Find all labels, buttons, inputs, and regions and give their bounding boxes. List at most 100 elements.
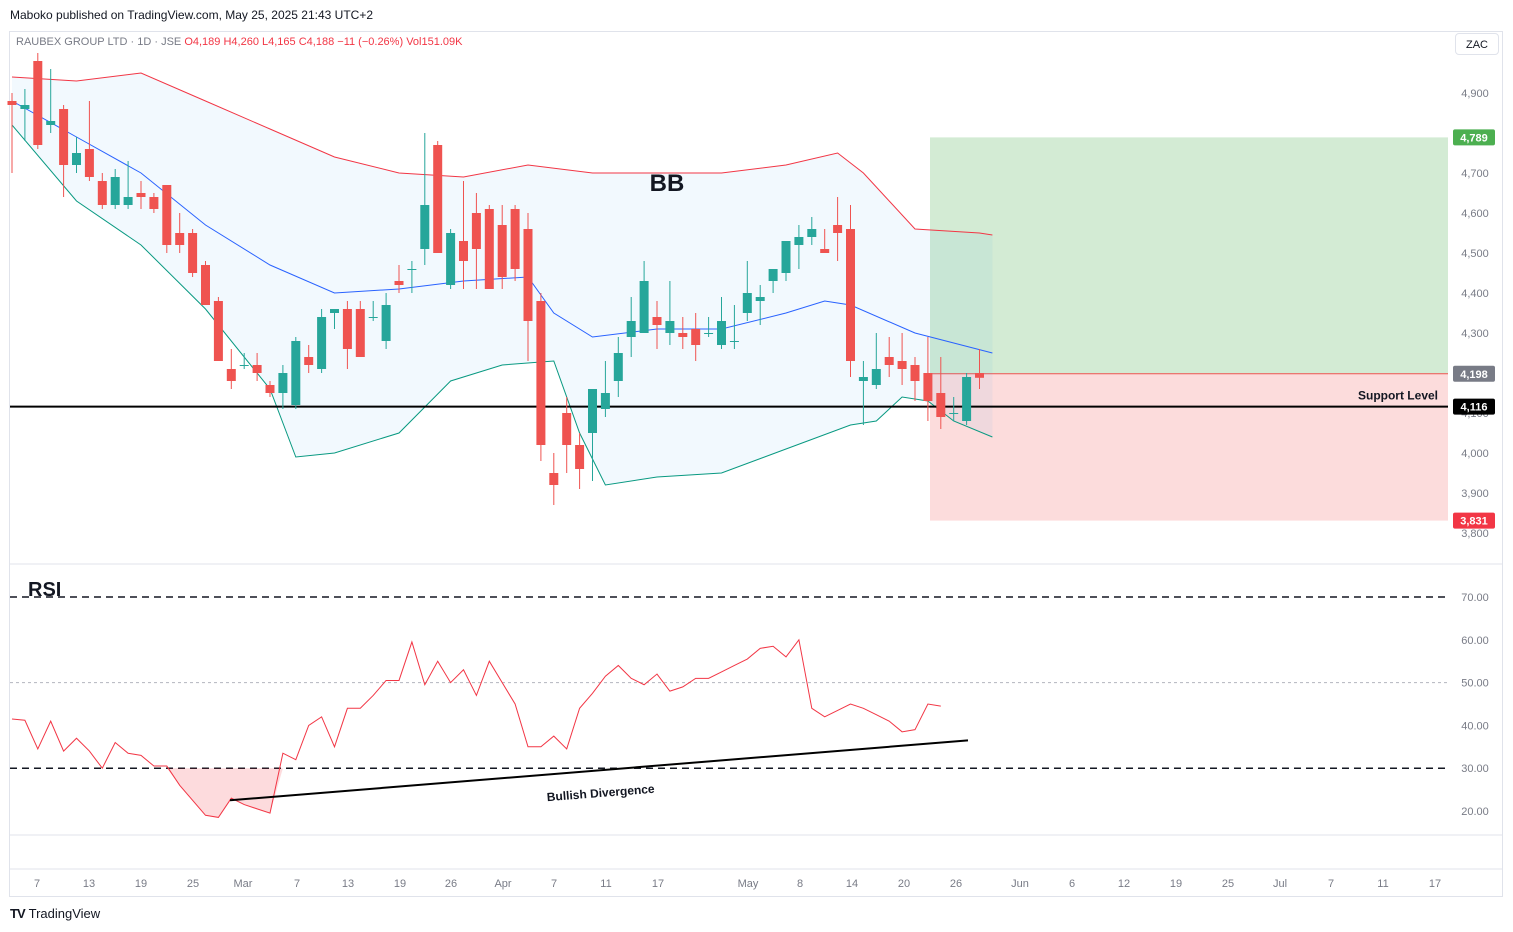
candle-body: [962, 377, 972, 421]
price-tick-label: 4,700: [1461, 168, 1489, 180]
rsi-oversold-fill: [166, 768, 283, 818]
time-tick-label: Mar: [234, 878, 253, 890]
candle-body: [923, 373, 933, 401]
chart-frame: [9, 31, 1503, 897]
candle-body: [858, 377, 868, 381]
candle-body: [794, 237, 804, 245]
candle-body: [213, 301, 223, 361]
candle-body: [549, 473, 559, 485]
candle-body: [330, 309, 339, 313]
candle-body: [433, 145, 443, 253]
symbol-title[interactable]: RAUBEX GROUP LTD · 1D · JSE: [16, 36, 182, 48]
candle-body: [613, 353, 623, 381]
candle-body: [846, 229, 855, 361]
target-price-label-bg: [1453, 129, 1495, 146]
candle-body: [317, 317, 327, 369]
candle-body: [162, 185, 172, 245]
candle-body: [871, 369, 881, 385]
candle-body: [252, 365, 262, 373]
candle-body: [910, 365, 920, 381]
candle-body: [110, 177, 120, 205]
rsi-tick-label: 40.00: [1461, 720, 1489, 732]
candle-body: [897, 361, 907, 369]
time-tick-label: 17: [1429, 878, 1441, 890]
candle-body: [665, 321, 675, 333]
candle-body: [600, 393, 610, 409]
legend-volume: Vol151.09K: [406, 36, 463, 48]
candle-body: [304, 357, 314, 365]
candle-body: [471, 213, 481, 249]
candle-body: [523, 229, 533, 321]
candle-body: [84, 149, 94, 177]
candle-body: [97, 181, 107, 205]
candle-body: [201, 265, 210, 305]
legend-open: O4,189: [184, 36, 221, 48]
time-tick-label: 11: [1377, 878, 1388, 890]
target-zone: [930, 137, 1448, 374]
candle-body: [781, 241, 791, 273]
legend-high: H4,260: [223, 36, 259, 48]
candle-body: [239, 365, 249, 366]
price-tick-label: 4,500: [1461, 248, 1489, 260]
candle-body: [729, 341, 739, 342]
candle-body: [536, 301, 546, 445]
candle-body: [691, 329, 701, 345]
candle-body: [936, 393, 946, 417]
candle-body: [575, 445, 585, 469]
candle-body: [678, 333, 688, 337]
divergence-label: Bullish Divergence: [546, 782, 655, 804]
candle-body: [652, 317, 662, 325]
time-tick-label: 7: [551, 878, 557, 890]
candle-body: [949, 413, 959, 414]
currency-button[interactable]: ZAC: [1455, 33, 1499, 55]
time-tick-label: 19: [135, 878, 147, 890]
time-tick-label: 17: [652, 878, 664, 890]
candle-body: [497, 225, 507, 277]
candle-body: [355, 309, 365, 357]
bollinger-upper-line: [11, 72, 993, 236]
stop-price-label: 3,831: [1460, 516, 1488, 528]
candle-body: [768, 269, 778, 281]
time-tick-label: Jul: [1273, 878, 1287, 890]
candle-body: [420, 205, 430, 249]
publish-info: Maboko published on TradingView.com, May…: [10, 8, 373, 22]
rsi-tick-label: 70.00: [1461, 592, 1489, 604]
candle-body: [188, 233, 198, 273]
candle-body: [755, 297, 765, 301]
rsi-tick-label: 50.00: [1461, 678, 1489, 690]
candle-body: [394, 281, 404, 285]
candle-body: [975, 373, 984, 378]
candle-body: [459, 241, 468, 261]
candle-body: [72, 153, 81, 165]
price-tick-label: 4,900: [1461, 88, 1489, 100]
rsi-tick-label: 60.00: [1461, 635, 1489, 647]
time-tick-label: Apr: [494, 878, 511, 890]
time-tick-label: 19: [1170, 878, 1182, 890]
candle-body: [717, 321, 726, 345]
candle-body: [562, 413, 572, 445]
stop-zone: [930, 373, 1448, 521]
candle-body: [33, 61, 43, 145]
candle-body: [368, 317, 378, 318]
rsi-title: RSI: [28, 579, 61, 601]
legend-low: L4,165: [262, 36, 296, 48]
candle-body: [588, 389, 597, 433]
candle-body: [484, 209, 494, 289]
candle-body: [149, 197, 159, 209]
support-level-label: Support Level: [1358, 389, 1438, 403]
time-tick-label: 26: [445, 878, 457, 890]
rsi-line: [11, 638, 941, 818]
candle-body: [175, 233, 185, 245]
footer-brand: TV TradingView: [10, 906, 100, 921]
time-tick-label: 7: [1328, 878, 1334, 890]
time-tick-label: 19: [394, 878, 406, 890]
candle-body: [884, 357, 894, 365]
price-tick-label: 3,800: [1461, 528, 1489, 540]
price-tick-label: 4,600: [1461, 208, 1489, 220]
symbol-legend: RAUBEX GROUP LTD · 1D · JSE O4,189 H4,26…: [16, 36, 462, 48]
tradingview-logo-icon: TV: [10, 906, 26, 921]
candle-body: [626, 321, 636, 337]
entry-price-label-bg: [1453, 365, 1495, 382]
candle-body: [807, 229, 817, 237]
